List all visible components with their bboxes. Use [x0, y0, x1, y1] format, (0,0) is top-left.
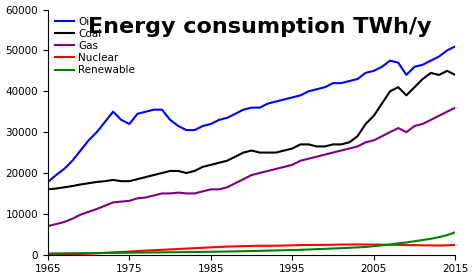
- Oil: [452, 45, 458, 48]
- Coal: [452, 73, 458, 77]
- Gas: [444, 110, 450, 113]
- Gas: [167, 192, 173, 195]
- Line: Oil: Oil: [48, 46, 455, 182]
- Coal: [135, 178, 140, 181]
- Oil: [45, 180, 51, 184]
- Gas: [452, 106, 458, 109]
- Coal: [167, 169, 173, 173]
- Renewable: [175, 251, 181, 254]
- Line: Nuclear: Nuclear: [48, 244, 455, 255]
- Line: Renewable: Renewable: [48, 232, 455, 253]
- Nuclear: [175, 247, 181, 251]
- Coal: [436, 73, 442, 77]
- Oil: [167, 118, 173, 122]
- Gas: [338, 149, 344, 152]
- Text: Energy consumption TWh/y: Energy consumption TWh/y: [88, 17, 431, 37]
- Oil: [314, 88, 319, 91]
- Coal: [175, 169, 181, 173]
- Coal: [314, 145, 319, 148]
- Coal: [444, 69, 450, 73]
- Renewable: [45, 252, 51, 255]
- Line: Gas: Gas: [48, 108, 455, 226]
- Nuclear: [167, 248, 173, 251]
- Oil: [444, 49, 450, 52]
- Gas: [175, 191, 181, 194]
- Renewable: [452, 230, 458, 234]
- Nuclear: [135, 249, 140, 253]
- Gas: [135, 197, 140, 200]
- Nuclear: [314, 243, 319, 247]
- Legend: Oil, Coal, Gas, Nuclear, Renewable: Oil, Coal, Gas, Nuclear, Renewable: [53, 15, 137, 77]
- Oil: [338, 81, 344, 85]
- Nuclear: [355, 243, 360, 246]
- Nuclear: [444, 244, 450, 247]
- Oil: [175, 124, 181, 128]
- Renewable: [167, 251, 173, 254]
- Gas: [45, 225, 51, 228]
- Renewable: [135, 251, 140, 254]
- Renewable: [444, 234, 450, 237]
- Coal: [338, 143, 344, 146]
- Line: Coal: Coal: [48, 71, 455, 189]
- Renewable: [314, 248, 319, 251]
- Nuclear: [452, 243, 458, 247]
- Coal: [45, 188, 51, 191]
- Renewable: [338, 246, 344, 250]
- Gas: [314, 155, 319, 158]
- Nuclear: [338, 243, 344, 246]
- Nuclear: [45, 253, 51, 256]
- Oil: [135, 112, 140, 115]
